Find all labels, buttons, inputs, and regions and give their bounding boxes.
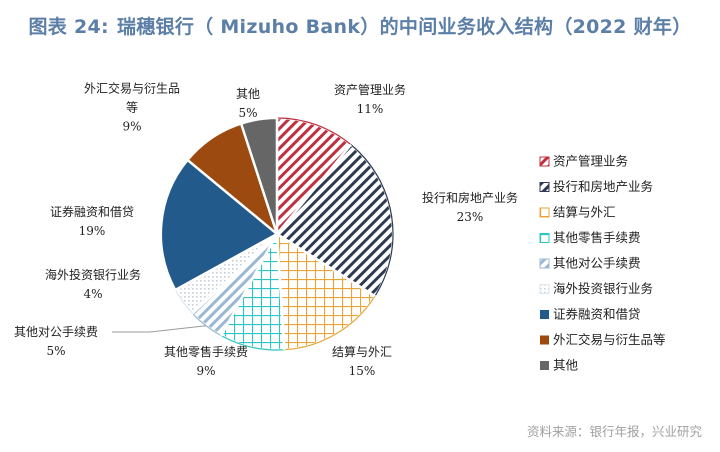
legend-label-4: 其他零售手续费: [553, 230, 641, 245]
legend: 资产管理业务投行和房地产业务结算与外汇其他零售手续费其他对公手续费海外投资银行业…: [539, 154, 666, 373]
legend-label-1: 资产管理业务: [553, 154, 628, 169]
data-label-value-2: 23%: [457, 210, 484, 224]
legend-swatch-6: [539, 284, 550, 294]
leader-line-5: [112, 325, 206, 333]
slice-separator-8: [186, 159, 278, 235]
data-label-name-5: 其他对公手续费: [14, 325, 98, 339]
legend-swatch-7: [540, 310, 549, 319]
data-label-name-8: 等: [126, 101, 138, 115]
pie-slice-outline-2: [276, 143, 394, 297]
data-label-name-2: 投行和房地产业务: [422, 190, 518, 205]
chart-title: 图表 24: 瑞穗银行（ Mizuho Bank）的中间业务收入结构（2022 财…: [0, 12, 720, 39]
pie-slices: [159, 116, 395, 352]
legend-label-6: 海外投资银行业务: [553, 281, 653, 296]
legend-swatch-1: [539, 156, 550, 167]
chart-title-text: 瑞穗银行（ Mizuho Bank）的中间业务收入结构（2022 财年）: [116, 16, 692, 38]
legend-swatch-2: [539, 182, 550, 192]
data-label-name-9: 其他: [236, 87, 260, 101]
legend-label-8: 外汇交易与衍生品等: [553, 332, 666, 347]
data-label-name-3: 结算与外汇: [332, 344, 392, 359]
data-labels: 资产管理业务 11% 投行和房地产业务 23% 结算与外汇 15% 其他零售手续费 9% 其他对…: [14, 81, 518, 379]
data-label-name-4: 其他零售手续费: [164, 344, 248, 359]
data-label-value-8: 9%: [122, 120, 141, 134]
leader-lines: [112, 325, 206, 333]
slice-separator-4: [275, 233, 286, 350]
legend-label-9: 其他: [553, 358, 579, 373]
figure-label: 图表 24:: [28, 16, 109, 38]
legend-swatch-4: [539, 233, 550, 243]
data-label-value-3: 15%: [349, 364, 376, 378]
legend-label-3: 结算与外汇: [553, 205, 616, 220]
slice-separator-6: [191, 233, 278, 315]
data-label-value-1: 11%: [357, 102, 384, 116]
slice-separator-5: [220, 233, 279, 337]
slice-separator-2: [276, 143, 352, 235]
legend-swatch-5: [539, 258, 550, 269]
legend-swatch-8: [540, 335, 549, 345]
legend-label-5: 其他对公手续费: [553, 256, 641, 271]
data-label-name-6: 海外投资银行业务: [45, 267, 141, 282]
slice-separator-3: [276, 232, 376, 298]
pie-slice-7: [159, 158, 279, 292]
data-label-value-5: 5%: [46, 344, 65, 358]
data-label-name-8: 外汇交易与衍生品: [84, 81, 180, 96]
legend-swatch-9: [540, 361, 549, 370]
slice-separator-9: [240, 123, 279, 235]
slice-separator-7: [174, 232, 278, 291]
legend-swatch-3: [539, 207, 550, 218]
legend-label-2: 投行和房地产业务: [553, 179, 653, 194]
source-note: 资料来源：银行年报，兴业研究: [526, 424, 702, 439]
data-label-name-1: 资产管理业务: [334, 82, 406, 97]
pie-slice-outline-1: [276, 117, 352, 236]
pie-slice-outline-3: [276, 232, 376, 351]
data-label-value-6: 4%: [83, 287, 102, 301]
data-label-value-7: 19%: [79, 224, 106, 238]
data-label-value-4: 9%: [196, 364, 215, 378]
data-label-value-9: 5%: [238, 106, 257, 120]
legend-label-7: 证券融资和借贷: [553, 307, 641, 322]
data-label-name-7: 证券融资和借贷: [50, 204, 134, 219]
